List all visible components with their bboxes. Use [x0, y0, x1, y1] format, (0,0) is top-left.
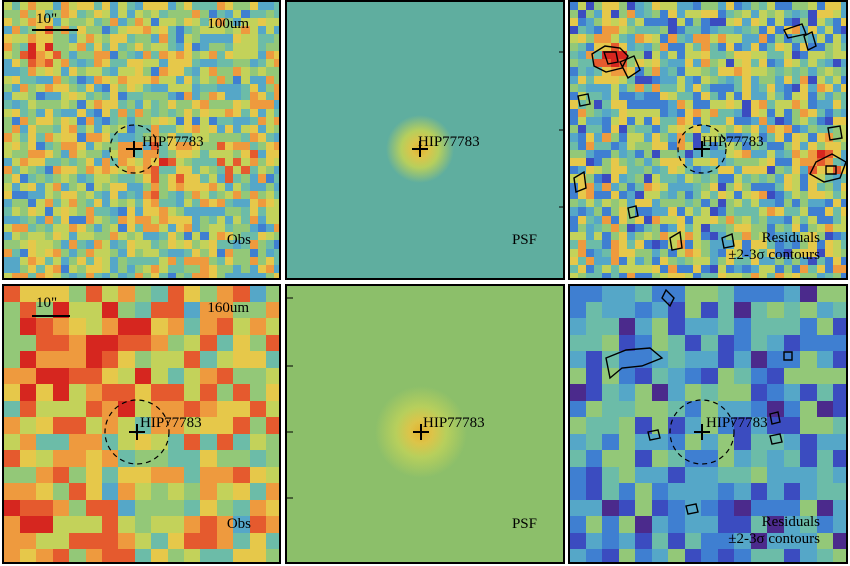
aperture-circle — [669, 399, 735, 465]
psf-100um-overlay — [412, 51, 563, 208]
psf-160um-image — [287, 286, 563, 562]
obs-160um-overlay — [32, 315, 170, 465]
scale-label: 10" — [36, 11, 58, 27]
panel-caption: Residuals ±2-3σ contours — [728, 514, 820, 548]
obs-160um-image — [4, 286, 279, 562]
panel-caption: Residuals ±2-3σ contours — [728, 230, 820, 264]
aperture-circle — [677, 124, 727, 174]
target-marker — [412, 141, 428, 157]
panel-caption: PSF — [511, 232, 537, 248]
psf-160um-overlay — [287, 297, 429, 499]
psf-100um-panel: HIP77783 PSF — [285, 0, 565, 280]
residual-contours — [605, 288, 793, 515]
aperture-circle — [109, 124, 159, 174]
band-label: 100um — [207, 16, 249, 32]
target-label: HIP77783 — [423, 415, 485, 431]
psf-100um-image — [287, 2, 563, 278]
target-label: HIP77783 — [142, 134, 204, 150]
caption-line-2: ±2-3σ contours — [728, 247, 820, 263]
panel-caption: PSF — [511, 516, 537, 532]
caption-line-1: Residuals — [761, 230, 820, 246]
obs-100um-overlay — [32, 29, 159, 174]
residual-160um-overlay — [605, 288, 793, 515]
left-axis-ticks — [287, 297, 293, 499]
residual-100um-overlay — [573, 23, 846, 251]
target-marker — [694, 141, 710, 157]
caption-line-1: Residuals — [761, 514, 820, 530]
residual-160um-image — [570, 286, 846, 562]
residual-160um-panel: HIP77783 Residuals ±2-3σ contours — [568, 284, 848, 564]
target-marker — [126, 141, 142, 157]
target-label: HIP77783 — [140, 415, 202, 431]
right-axis-ticks — [559, 51, 563, 208]
target-label: HIP77783 — [706, 415, 768, 431]
target-label: HIP77783 — [418, 134, 480, 150]
obs-160um-panel: 10" 160um HIP77783 Obs — [2, 284, 281, 564]
obs-100um-image — [4, 2, 279, 278]
target-label: HIP77783 — [702, 134, 764, 150]
obs-100um-panel: 10" 100um HIP77783 Obs — [2, 0, 281, 280]
target-marker — [413, 424, 429, 440]
panel-caption: Obs — [226, 232, 251, 248]
aperture-circle — [104, 399, 170, 465]
residual-contours — [573, 23, 846, 251]
residual-100um-panel: HIP77783 Residuals ±2-3σ contours — [568, 0, 848, 280]
scale-label: 10" — [36, 295, 58, 311]
caption-line-2: ±2-3σ contours — [728, 531, 820, 547]
psf-160um-panel: HIP77783 PSF — [285, 284, 565, 564]
target-marker — [694, 424, 710, 440]
band-label: 160um — [207, 300, 249, 316]
panel-caption: Obs — [226, 516, 251, 532]
target-marker — [129, 424, 145, 440]
